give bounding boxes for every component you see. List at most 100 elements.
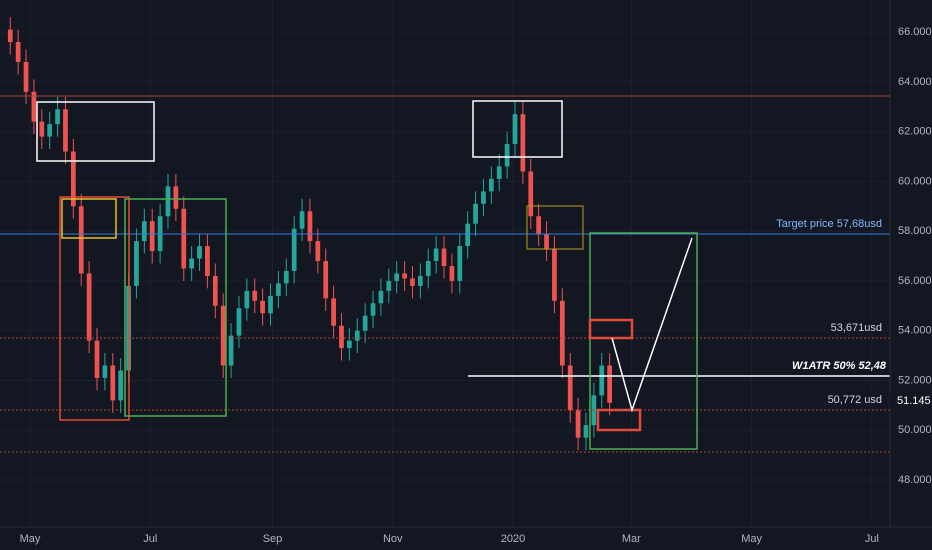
candle-body bbox=[228, 335, 234, 366]
candle-body bbox=[504, 144, 510, 167]
candle-body bbox=[165, 186, 171, 217]
candle-body bbox=[55, 109, 60, 125]
zone-box bbox=[588, 318, 634, 340]
candle-body bbox=[559, 300, 565, 366]
candle-body bbox=[212, 275, 218, 306]
zone-box bbox=[472, 100, 563, 158]
zone-box bbox=[526, 205, 584, 250]
candle-body bbox=[173, 186, 179, 209]
candle-body bbox=[449, 265, 455, 281]
x-tick-label: 2020 bbox=[501, 533, 525, 545]
candle-body bbox=[599, 365, 605, 396]
candle-body bbox=[141, 221, 147, 242]
zone-box bbox=[59, 196, 130, 421]
candle-body bbox=[425, 261, 431, 276]
x-tick-label: Jul bbox=[865, 533, 879, 545]
candle-body bbox=[575, 410, 581, 438]
y-tick-label: 60.000 bbox=[898, 175, 932, 187]
candle-body bbox=[536, 216, 542, 234]
candle-body bbox=[496, 166, 502, 179]
x-tick-label: Mar bbox=[622, 533, 641, 545]
annotation: Target price 57,68usd bbox=[776, 218, 882, 230]
y-tick-label: 56.000 bbox=[898, 275, 932, 287]
candle-body bbox=[189, 258, 195, 269]
candle-body bbox=[528, 171, 534, 217]
candle-body bbox=[362, 315, 368, 331]
candle-body bbox=[220, 305, 226, 366]
candle-body bbox=[315, 241, 321, 262]
candle-body bbox=[70, 151, 76, 207]
candle-body bbox=[110, 365, 116, 401]
candle-body bbox=[402, 273, 407, 279]
candle-body bbox=[118, 370, 124, 401]
y-tick-label: 50.000 bbox=[898, 424, 932, 436]
candle-body bbox=[134, 241, 139, 286]
zone-box bbox=[61, 198, 117, 239]
candle-body bbox=[607, 365, 612, 403]
candle-body bbox=[94, 340, 100, 378]
candle-body bbox=[417, 275, 423, 286]
last-price: 51.145 bbox=[897, 395, 931, 407]
candle-body bbox=[481, 191, 486, 204]
y-tick-label: 48.000 bbox=[898, 474, 932, 486]
candle-body bbox=[410, 278, 415, 286]
candle-body bbox=[567, 365, 573, 411]
zone-box bbox=[36, 101, 155, 162]
candle-body bbox=[441, 248, 447, 266]
y-tick-label: 52.000 bbox=[898, 374, 932, 386]
x-tick-label: Jul bbox=[143, 533, 157, 545]
candle-body bbox=[370, 303, 376, 316]
zone-box bbox=[124, 198, 227, 417]
candle-body bbox=[7, 29, 13, 43]
drawings bbox=[0, 95, 890, 453]
y-tick-label: 54.000 bbox=[898, 325, 932, 337]
candle-body bbox=[205, 246, 210, 276]
annotation: 53,671usd bbox=[831, 322, 882, 334]
x-tick-label: May bbox=[20, 533, 41, 545]
annotation: W1ATR 50% 52,48 bbox=[792, 360, 887, 372]
x-tick-label: Sep bbox=[263, 533, 283, 545]
price-tag bbox=[890, 393, 932, 408]
candle-body bbox=[268, 295, 273, 314]
candle-body bbox=[378, 290, 384, 304]
candle-body bbox=[102, 365, 108, 378]
candle-body bbox=[236, 308, 242, 336]
candle-body bbox=[583, 425, 589, 438]
candle-body bbox=[331, 298, 336, 326]
candle-body bbox=[291, 228, 297, 271]
zone-box bbox=[596, 408, 642, 432]
candle-body bbox=[512, 114, 518, 145]
candle-body bbox=[488, 178, 494, 192]
candle-body bbox=[347, 340, 352, 349]
grid bbox=[0, 0, 890, 527]
x-tick-label: Nov bbox=[383, 533, 403, 545]
candle-body bbox=[244, 290, 250, 309]
projection-path bbox=[611, 237, 693, 413]
candle-body bbox=[354, 330, 360, 341]
candle-body bbox=[520, 114, 526, 172]
candle-body bbox=[23, 61, 29, 92]
y-tick-label: 66.000 bbox=[898, 26, 932, 38]
candle-body bbox=[307, 211, 313, 242]
candle-body bbox=[544, 233, 549, 249]
candle-body bbox=[299, 211, 305, 229]
candle-body bbox=[552, 248, 557, 301]
labels: 48.000 50.000 52.000 54.000 56.000 58.000 60.0… bbox=[20, 26, 932, 545]
zone-box bbox=[589, 232, 698, 450]
candle-body bbox=[465, 223, 471, 247]
candle-body bbox=[63, 109, 68, 152]
candle-body bbox=[78, 206, 84, 274]
x-tick-label: May bbox=[741, 533, 762, 545]
y-tick-label: 64.000 bbox=[898, 76, 932, 88]
candle-body bbox=[252, 290, 258, 301]
candle-body bbox=[394, 273, 400, 281]
candle-body bbox=[31, 91, 37, 122]
candle-body bbox=[149, 221, 155, 252]
candle-body bbox=[473, 203, 478, 224]
candle-body bbox=[386, 280, 392, 291]
y-tick-label: 58.000 bbox=[898, 225, 932, 237]
y-tick-label: 62.000 bbox=[898, 126, 932, 138]
candle-body bbox=[47, 124, 53, 137]
annotation: 50,772 usd bbox=[828, 394, 882, 406]
